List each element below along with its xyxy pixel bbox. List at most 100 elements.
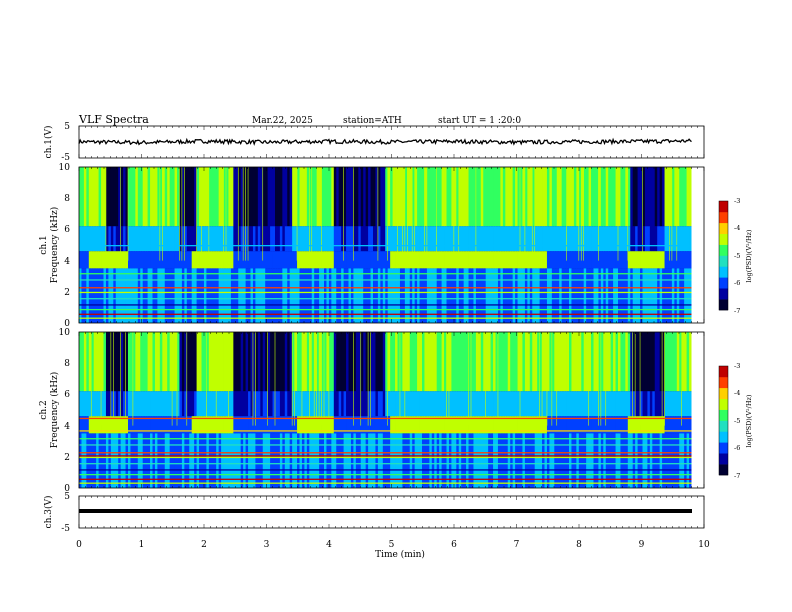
spec-cell (620, 332, 624, 392)
spec-cell (150, 416, 153, 434)
spec-cell (630, 226, 634, 252)
spec-cell (549, 226, 553, 252)
spec-cell (226, 433, 229, 488)
spec-cell (520, 268, 523, 323)
spec-cell (88, 433, 92, 488)
spec-cell (186, 167, 190, 227)
spec-cell (417, 268, 420, 323)
spec-cell (419, 433, 423, 488)
spec-cell (186, 332, 190, 392)
spec-cell (365, 226, 369, 252)
spec-cell (534, 416, 538, 434)
spec-cell (86, 268, 90, 323)
spec-cell (177, 268, 180, 323)
spec-cell (632, 251, 636, 269)
spec-cell (669, 226, 673, 252)
spec-cell (468, 433, 472, 488)
spec-cell (468, 416, 472, 434)
spec-cell (461, 433, 465, 488)
spec-cell (404, 251, 408, 269)
spec-cell (512, 167, 516, 227)
spec-cell (267, 332, 271, 392)
spec-cell (230, 332, 234, 392)
spec-cell (419, 416, 423, 434)
spec-cell (270, 391, 273, 417)
spec-cell (101, 251, 104, 269)
spec-cell (571, 332, 575, 392)
spec-cell (434, 416, 438, 434)
spec-cell (98, 268, 102, 323)
spec-cell (600, 416, 604, 434)
spec-cell (233, 391, 237, 417)
spec-cell (686, 391, 690, 417)
spec-cell (662, 251, 665, 269)
spec-cell (91, 391, 95, 417)
spec-cell (252, 251, 256, 269)
spec-cell (181, 167, 185, 227)
spec-cell (140, 268, 144, 323)
spec-cell (284, 332, 288, 392)
spec-cell (642, 433, 646, 488)
spec-cell (542, 433, 545, 488)
spec-cell (321, 391, 325, 417)
spec-cell (282, 268, 286, 323)
spec-cell (226, 226, 229, 252)
spec-cell (287, 332, 291, 392)
spec-cell (390, 226, 393, 252)
spec-cell (578, 416, 582, 434)
spec-cell (370, 167, 374, 227)
spec-cell (255, 433, 259, 488)
spec-cell (154, 268, 158, 323)
spec-cell (659, 167, 663, 227)
spec-cell (684, 391, 687, 417)
spec-cell (608, 251, 612, 269)
spec-cell (448, 251, 452, 269)
spec-cell (392, 226, 396, 252)
cb2-tick-m5: -5 (734, 417, 740, 425)
spec-cell (515, 332, 518, 392)
spec-cell (446, 251, 450, 269)
spec-cell (480, 332, 484, 392)
spec-cell (331, 433, 335, 488)
spec-cell (316, 391, 320, 417)
spec-cell (667, 268, 670, 323)
spec-cell (414, 251, 418, 269)
spec-cell (485, 268, 489, 323)
spec-cell (186, 433, 190, 488)
spec-cell (226, 416, 229, 434)
spec-cell (142, 226, 146, 252)
spec-cell (103, 268, 107, 323)
spec-cell (422, 251, 425, 269)
spec-cell (583, 167, 587, 227)
spec-cell (338, 416, 342, 434)
spec-cell (595, 226, 599, 252)
spec-cell (179, 391, 183, 417)
spec-cell (348, 226, 352, 252)
spec-cell (554, 268, 558, 323)
spec-cell (659, 433, 663, 488)
spec-cell (368, 416, 371, 434)
spec-cell (493, 391, 496, 417)
spec-cell (152, 416, 156, 434)
spec-cell (402, 268, 406, 323)
spec-cell (453, 416, 457, 434)
spec-cell (674, 332, 678, 392)
spec-cell (527, 433, 531, 488)
spec-cell (684, 226, 687, 252)
spec-cell (159, 416, 163, 434)
spec-cell (544, 391, 548, 417)
spec-cell (154, 433, 158, 488)
spec-cell (532, 251, 536, 269)
spec-cell (260, 167, 264, 227)
spec-cell (341, 391, 344, 417)
spec-cell (108, 391, 112, 417)
x-tick-label: 6 (451, 540, 457, 550)
spec-cell (632, 268, 636, 323)
spec-cell (358, 332, 362, 392)
ch1-ytick-8: 8 (64, 194, 70, 204)
spec-cell (260, 332, 264, 392)
spec-cell (569, 251, 572, 269)
spec-cell (137, 167, 141, 227)
spec-cell (461, 167, 465, 227)
spec-cell (446, 416, 450, 434)
